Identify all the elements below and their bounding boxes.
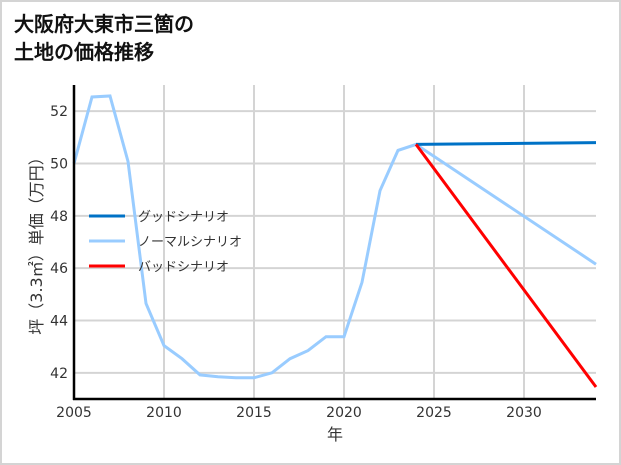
y-axis-label: 坪（3.3㎡）単価（万円） (27, 149, 46, 334)
y-tick-label: 52 (50, 104, 68, 120)
x-axis-label: 年 (327, 425, 343, 444)
y-tick-label: 44 (50, 314, 68, 330)
y-tick-labels: 42 44 46 48 50 52 (50, 104, 68, 382)
series-line-2 (414, 143, 598, 388)
series-lines (72, 94, 598, 388)
legend-label: バッドシナリオ (138, 260, 229, 275)
x-tick-label: 2030 (506, 405, 542, 421)
x-tick-label: 2020 (326, 405, 362, 421)
y-tick-label: 46 (50, 261, 68, 277)
legend-label: ノーマルシナリオ (138, 235, 242, 250)
x-tick-labels: 2005 2010 2015 2020 2025 2030 (56, 405, 542, 421)
legend-label: グッドシナリオ (138, 210, 229, 225)
y-tick-label: 42 (50, 366, 68, 382)
x-tick-label: 2005 (56, 405, 92, 421)
series-line-0 (72, 94, 597, 380)
series-line-1 (415, 141, 597, 146)
chart-title-line2: 土地の価格推移 (14, 40, 154, 64)
chart-title-line1: 大阪府大東市三箇の (14, 12, 194, 36)
chart-title: 大阪府大東市三箇の 土地の価格推移 (14, 10, 194, 66)
y-tick-label: 50 (50, 157, 68, 173)
x-tick-label: 2015 (236, 405, 272, 421)
axes (72, 85, 596, 401)
x-tick-label: 2010 (146, 405, 182, 421)
y-tick-label: 48 (50, 209, 68, 225)
x-tick-label: 2025 (416, 405, 452, 421)
